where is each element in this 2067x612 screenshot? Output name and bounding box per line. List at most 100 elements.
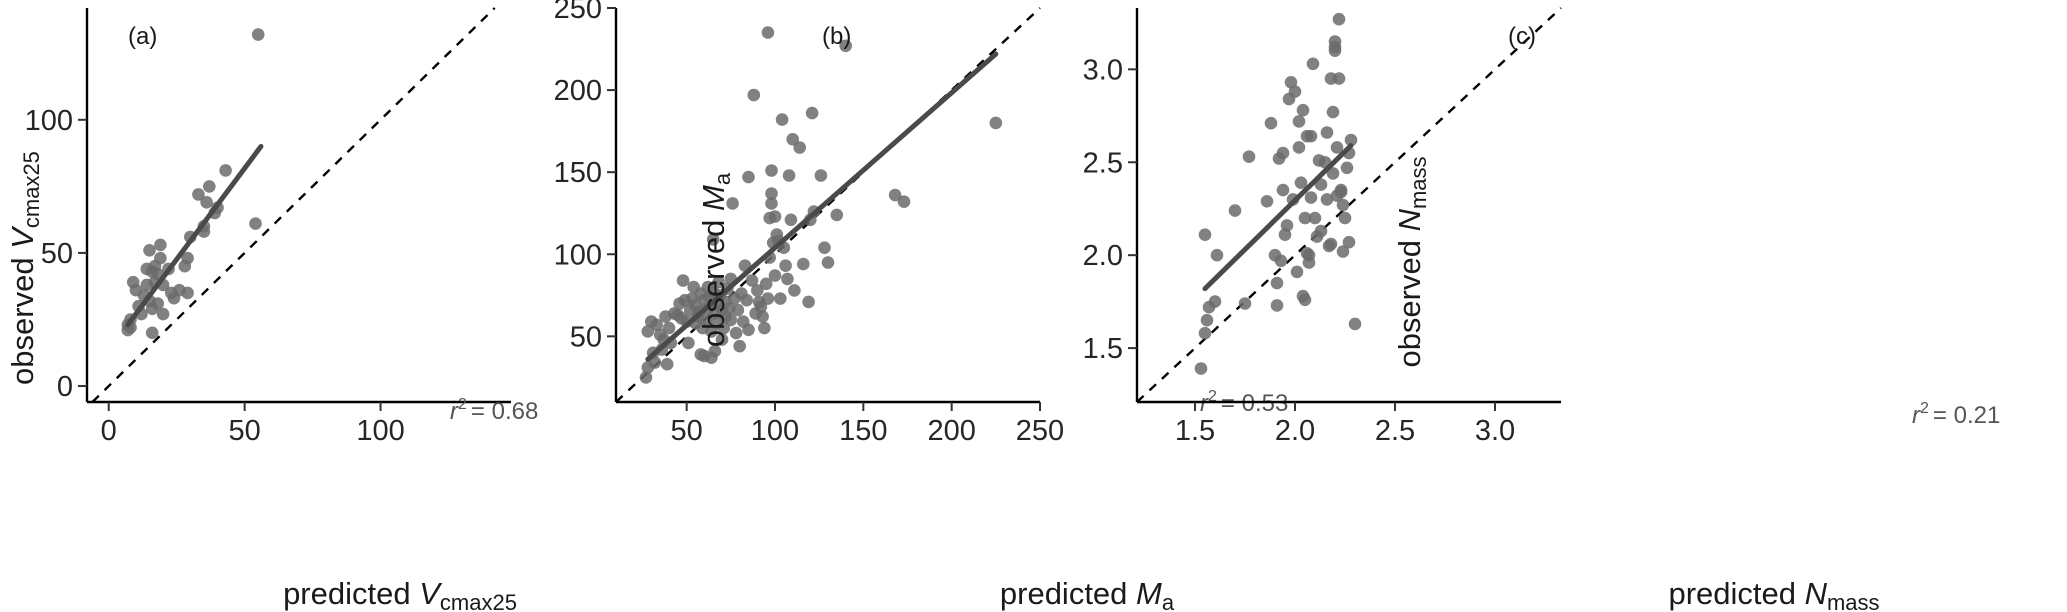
panel-b-data-point bbox=[712, 275, 725, 289]
panel-c-nmass: 1.5 2.0 2.5 3.0 1.5 2.0 2.5 3.0 (c) r2 = 0.21 pr… bbox=[1083, 7, 2000, 612]
panel-b-one-to-one-line bbox=[615, 7, 1041, 403]
panel-b-data-point bbox=[793, 141, 806, 154]
panel-c-data-point bbox=[1330, 141, 1344, 154]
panel-b-y-tick-label: 150 bbox=[554, 157, 602, 189]
panel-b-data-point bbox=[729, 326, 743, 340]
panel-b-data-point bbox=[662, 321, 676, 335]
panel-b-data-point bbox=[788, 284, 801, 297]
panel-c-regression-line bbox=[1202, 143, 1354, 292]
panel-c-data-point bbox=[1210, 248, 1224, 262]
panel-b-data-point bbox=[682, 336, 695, 350]
panel-c-r2-annotation: r2 = 0.21 bbox=[1912, 400, 2000, 429]
panel-b-data-point bbox=[782, 169, 796, 182]
panel-b-data-point bbox=[724, 313, 738, 327]
panel-b-y-tick-label: 50 bbox=[570, 321, 602, 353]
panel-c-data-point bbox=[1314, 224, 1328, 238]
panel-a-regression-line bbox=[125, 143, 264, 328]
panel-c-data-point bbox=[1290, 265, 1304, 279]
panel-b-ma: 50 100 150 200 250 50 100 150 200 250 (b) r2 = 0.5… bbox=[554, 0, 1289, 612]
panel-b-data-point bbox=[742, 323, 755, 337]
panel-a-data-point bbox=[219, 164, 232, 177]
panel-c-data-point bbox=[1270, 276, 1284, 290]
panel-c-y-axis-title: observed Nmass bbox=[1392, 156, 1431, 367]
panel-b-data-point bbox=[765, 164, 778, 177]
panel-b-data-point bbox=[699, 313, 713, 327]
panel-b-x-axis-title: predicted Ma bbox=[1000, 576, 1175, 612]
panel-c-data-point bbox=[1198, 326, 1212, 340]
panel-b-data-point bbox=[839, 39, 852, 53]
panel-a-data-point bbox=[156, 307, 170, 321]
panel-a-data-point bbox=[203, 180, 216, 193]
panel-c-data-point bbox=[1298, 211, 1312, 225]
panel-b-data-point bbox=[758, 321, 771, 335]
panel-c-data-point bbox=[1326, 105, 1340, 119]
panel-c-x-tick-label: 2.0 bbox=[1275, 415, 1315, 447]
panel-b-x-tick-label: 50 bbox=[671, 415, 703, 447]
panel-c-data-point bbox=[1324, 237, 1338, 251]
panel-a-data-point bbox=[251, 28, 265, 41]
panel-a-r2-annotation: r2 = 0.68 bbox=[450, 396, 538, 425]
panel-a-vcmax25: 0 50 100 0 50 100 (a) r2 = 0.68 predicted Vcma… bbox=[5, 7, 538, 612]
panel-b-data-point bbox=[731, 303, 745, 317]
panel-c-data-point bbox=[1276, 183, 1290, 197]
panel-a-x-tick-label: 50 bbox=[229, 415, 261, 447]
panel-c-data-point bbox=[1280, 219, 1294, 232]
panel-b-plot-area: 50 100 150 200 250 50 100 150 200 250 bbox=[554, 0, 1065, 447]
panel-c-data-point bbox=[1298, 293, 1312, 307]
panel-b-data-point bbox=[805, 106, 819, 120]
panel-a-data-point bbox=[154, 238, 167, 252]
panel-c-data-point bbox=[1200, 313, 1214, 327]
panel-b-data-point bbox=[775, 113, 789, 126]
panel-c-data-point bbox=[1340, 161, 1354, 175]
panel-a-data-point bbox=[181, 286, 194, 300]
panel-b-data-point bbox=[830, 208, 844, 222]
panel-c-y-tick-label: 3.0 bbox=[1083, 54, 1123, 86]
panel-b-data-point bbox=[650, 318, 663, 332]
panel-b-y-tick-label: 250 bbox=[554, 0, 602, 25]
panel-b-data-point bbox=[641, 325, 655, 338]
panel-b-y-axis-title: observed Ma bbox=[696, 172, 735, 347]
panel-c-y-tick-label: 1.5 bbox=[1083, 333, 1123, 365]
panel-c-data-point bbox=[1274, 254, 1288, 268]
panel-b-data-point bbox=[756, 310, 769, 323]
panel-c-x-axis-title: predicted Nmass bbox=[1668, 576, 1879, 612]
panel-b-data-point bbox=[759, 277, 773, 291]
panel-c-data-point bbox=[1294, 176, 1308, 189]
panel-c-data-point bbox=[1228, 204, 1242, 217]
panel-b-data-point bbox=[740, 293, 753, 307]
panel-b-x-tick-label: 150 bbox=[839, 415, 887, 447]
panel-c-data-point bbox=[1338, 211, 1352, 225]
panel-c-data-point bbox=[1198, 228, 1212, 241]
panel-b-data-point bbox=[751, 284, 764, 297]
panel-b-data-point bbox=[989, 116, 1003, 130]
panel-b-data-point bbox=[706, 233, 720, 246]
panel-b-data-point bbox=[774, 292, 787, 305]
panel-c-label: (c) bbox=[1508, 23, 1536, 50]
panel-b-data-point bbox=[802, 295, 815, 309]
panel-c-data-point bbox=[1344, 133, 1358, 147]
panel-a-y-tick-label: 0 bbox=[57, 371, 73, 403]
panel-a-data-point bbox=[181, 251, 194, 265]
panel-b-data-point bbox=[717, 321, 731, 335]
panel-c-y-tick-label: 2.0 bbox=[1083, 240, 1123, 272]
panel-b-data-point bbox=[747, 88, 761, 102]
panel-b-data-point bbox=[708, 344, 722, 358]
panel-b-data-point bbox=[726, 197, 739, 210]
panel-c-data-point bbox=[1242, 150, 1256, 163]
panel-b-data-point bbox=[660, 357, 674, 371]
panel-b-data-point bbox=[733, 339, 746, 353]
panel-a-y-tick-label: 50 bbox=[41, 238, 73, 270]
panel-b-x-tick-label: 250 bbox=[1016, 415, 1064, 447]
panel-c-data-point bbox=[1276, 146, 1290, 160]
panel-b-x-tick-label: 200 bbox=[927, 415, 975, 447]
panel-c-data-point bbox=[1292, 141, 1306, 154]
panel-c-data-point bbox=[1336, 198, 1350, 212]
panel-c-data-point bbox=[1208, 295, 1222, 308]
panel-b-data-point bbox=[765, 197, 778, 210]
panel-b-data-point bbox=[814, 169, 828, 182]
panel-b-x-tick-label: 100 bbox=[751, 415, 799, 447]
panel-c-x-tick-label: 3.0 bbox=[1475, 415, 1515, 447]
panel-b-data-point bbox=[745, 274, 759, 287]
panel-b-y-tick-label: 200 bbox=[554, 75, 602, 107]
